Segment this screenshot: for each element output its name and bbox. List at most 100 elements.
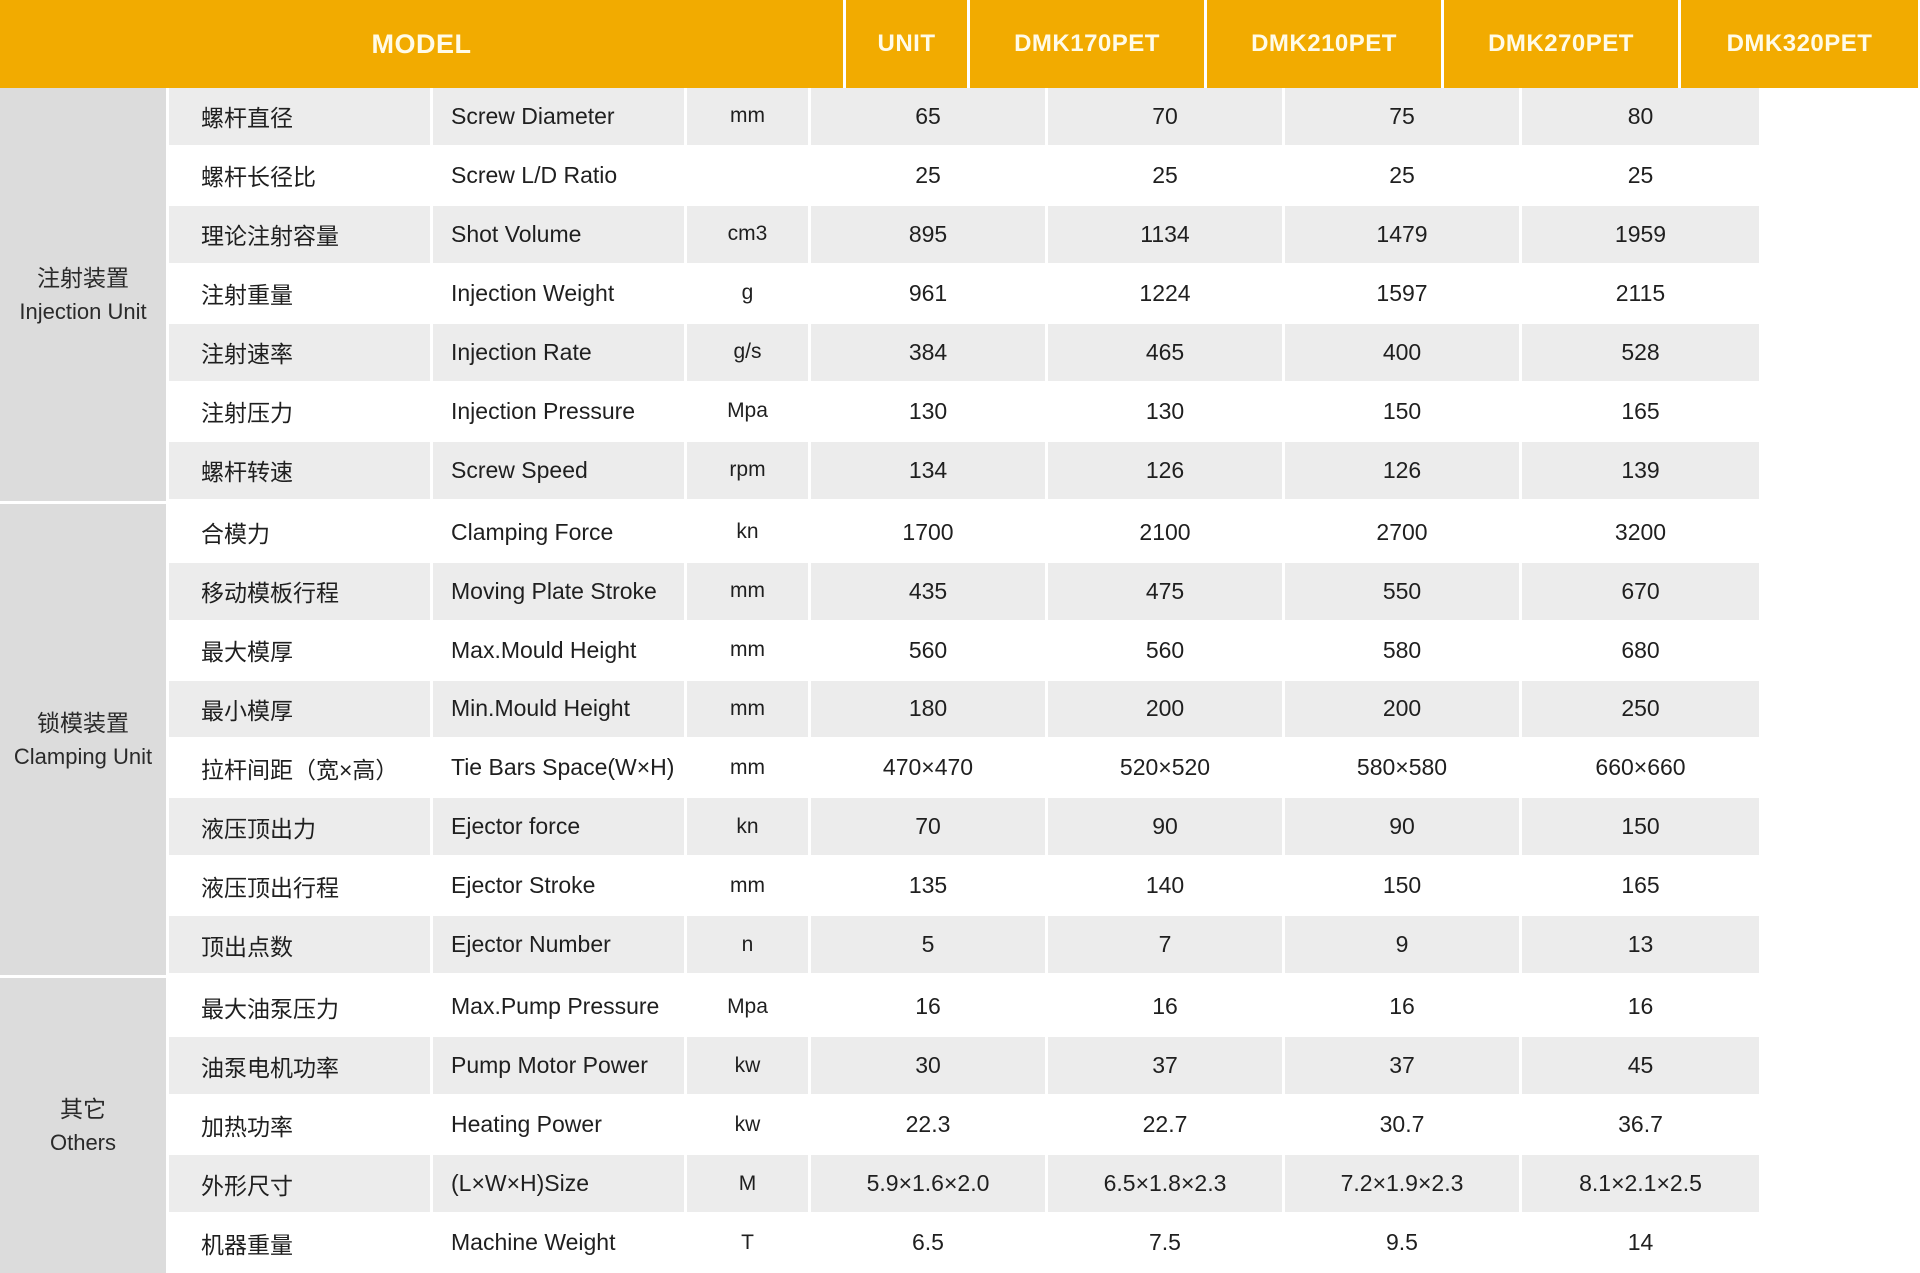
row-label-cn: 液压顶出力: [169, 798, 433, 858]
table-row: 机器重量 Machine Weight T 6.5 7.5 9.5 14: [169, 1214, 1920, 1273]
table-row: 注射重量 Injection Weight g 961 1224 1597 2115: [169, 264, 1920, 324]
row-label-en: Heating Power: [433, 1096, 687, 1156]
row-label-en: Injection Weight: [433, 264, 687, 324]
header-model: MODEL: [0, 0, 846, 88]
section-rows: 最大油泵压力 Max.Pump Pressure Mpa 16 16 16 16 油泵电机功率…: [169, 978, 1920, 1273]
cell-dmk210pet: 16: [1048, 978, 1285, 1038]
row-label-en: Machine Weight: [433, 1214, 687, 1273]
row-unit: cm3: [687, 205, 811, 265]
row-unit: rpm: [687, 441, 811, 501]
cell-dmk320pet: 25: [1522, 146, 1759, 206]
row-label-cn: 油泵电机功率: [169, 1037, 433, 1097]
row-label-cn: 螺杆直径: [169, 88, 433, 147]
cell-dmk270pet: 30.7: [1285, 1096, 1522, 1156]
row-label-en: (L×W×H)Size: [433, 1155, 687, 1215]
cell-dmk210pet: 25: [1048, 146, 1285, 206]
header-model-dmk320pet: DMK320PET: [1681, 0, 1918, 88]
table-row: 合模力 Clamping Force kn 1700 2100 2700 3200: [169, 503, 1920, 563]
cell-dmk170pet: 135: [811, 857, 1048, 917]
cell-dmk170pet: 65: [811, 88, 1048, 147]
cell-dmk210pet: 7: [1048, 916, 1285, 976]
row-unit: kn: [687, 798, 811, 858]
cell-dmk210pet: 126: [1048, 441, 1285, 501]
row-label-cn: 液压顶出行程: [169, 857, 433, 917]
table-row: 液压顶出力 Ejector force kn 70 90 90 150: [169, 798, 1920, 858]
cell-dmk320pet: 2115: [1522, 264, 1759, 324]
row-label-en: Max.Pump Pressure: [433, 978, 687, 1038]
cell-dmk210pet: 520×520: [1048, 739, 1285, 799]
category-label-en: Others: [49, 1130, 117, 1156]
row-label-en: Ejector force: [433, 798, 687, 858]
cell-dmk170pet: 25: [811, 146, 1048, 206]
row-unit: g: [687, 264, 811, 324]
cell-dmk320pet: 45: [1522, 1037, 1759, 1097]
category-label-en: Injection Unit: [19, 299, 147, 325]
table-row: 最大油泵压力 Max.Pump Pressure Mpa 16 16 16 16: [169, 978, 1920, 1038]
section-injection-unit: 注射装置 Injection Unit 螺杆直径 Screw Diameter mm 65…: [0, 88, 1920, 504]
cell-dmk270pet: 16: [1285, 978, 1522, 1038]
cell-dmk270pet: 9.5: [1285, 1214, 1522, 1273]
row-label-en: Screw Diameter: [433, 88, 687, 147]
row-label-cn: 最大模厚: [169, 621, 433, 681]
cell-dmk320pet: 528: [1522, 323, 1759, 383]
row-unit: mm: [687, 88, 811, 147]
cell-dmk270pet: 150: [1285, 382, 1522, 442]
cell-dmk170pet: 470×470: [811, 739, 1048, 799]
row-label-en: Moving Plate Stroke: [433, 562, 687, 622]
row-label-cn: 机器重量: [169, 1214, 433, 1273]
cell-dmk320pet: 165: [1522, 382, 1759, 442]
cell-dmk170pet: 180: [811, 680, 1048, 740]
cell-dmk210pet: 200: [1048, 680, 1285, 740]
row-unit: n: [687, 916, 811, 976]
cell-dmk270pet: 580×580: [1285, 739, 1522, 799]
row-label-cn: 最大油泵压力: [169, 978, 433, 1038]
row-label-cn: 螺杆转速: [169, 441, 433, 501]
row-label-cn: 注射重量: [169, 264, 433, 324]
cell-dmk210pet: 1224: [1048, 264, 1285, 324]
row-label-cn: 螺杆长径比: [169, 146, 433, 206]
row-label-en: Screw Speed: [433, 441, 687, 501]
cell-dmk210pet: 475: [1048, 562, 1285, 622]
table-row: 移动模板行程 Moving Plate Stroke mm 435 475 550 670: [169, 562, 1920, 622]
cell-dmk210pet: 560: [1048, 621, 1285, 681]
cell-dmk320pet: 3200: [1522, 503, 1759, 563]
row-label-en: Min.Mould Height: [433, 680, 687, 740]
row-label-cn: 顶出点数: [169, 916, 433, 976]
cell-dmk170pet: 5.9×1.6×2.0: [811, 1155, 1048, 1215]
row-unit: mm: [687, 857, 811, 917]
cell-dmk210pet: 6.5×1.8×2.3: [1048, 1155, 1285, 1215]
cell-dmk320pet: 14: [1522, 1214, 1759, 1273]
row-unit: Mpa: [687, 382, 811, 442]
cell-dmk270pet: 7.2×1.9×2.3: [1285, 1155, 1522, 1215]
cell-dmk320pet: 8.1×2.1×2.5: [1522, 1155, 1759, 1215]
table-row: 液压顶出行程 Ejector Stroke mm 135 140 150 165: [169, 857, 1920, 917]
cell-dmk170pet: 6.5: [811, 1214, 1048, 1273]
category-label-cn: 其它: [60, 1095, 106, 1122]
category-label-cn: 锁模装置: [37, 709, 129, 736]
row-label-en: Ejector Stroke: [433, 857, 687, 917]
row-label-en: Screw L/D Ratio: [433, 146, 687, 206]
row-label-en: Ejector Number: [433, 916, 687, 976]
cell-dmk270pet: 550: [1285, 562, 1522, 622]
cell-dmk270pet: 400: [1285, 323, 1522, 383]
cell-dmk270pet: 1597: [1285, 264, 1522, 324]
row-label-en: Injection Rate: [433, 323, 687, 383]
row-unit: g/s: [687, 323, 811, 383]
row-unit: mm: [687, 562, 811, 622]
cell-dmk270pet: 580: [1285, 621, 1522, 681]
row-unit: T: [687, 1214, 811, 1273]
cell-dmk270pet: 25: [1285, 146, 1522, 206]
cell-dmk170pet: 895: [811, 205, 1048, 265]
row-label-en: Shot Volume: [433, 205, 687, 265]
row-label-en: Injection Pressure: [433, 382, 687, 442]
cell-dmk320pet: 13: [1522, 916, 1759, 976]
header-unit: UNIT: [846, 0, 970, 88]
cell-dmk320pet: 16: [1522, 978, 1759, 1038]
cell-dmk170pet: 16: [811, 978, 1048, 1038]
table-row: 注射速率 Injection Rate g/s 384 465 400 528: [169, 323, 1920, 383]
cell-dmk210pet: 90: [1048, 798, 1285, 858]
cell-dmk270pet: 9: [1285, 916, 1522, 976]
row-unit: [687, 146, 811, 206]
cell-dmk170pet: 384: [811, 323, 1048, 383]
